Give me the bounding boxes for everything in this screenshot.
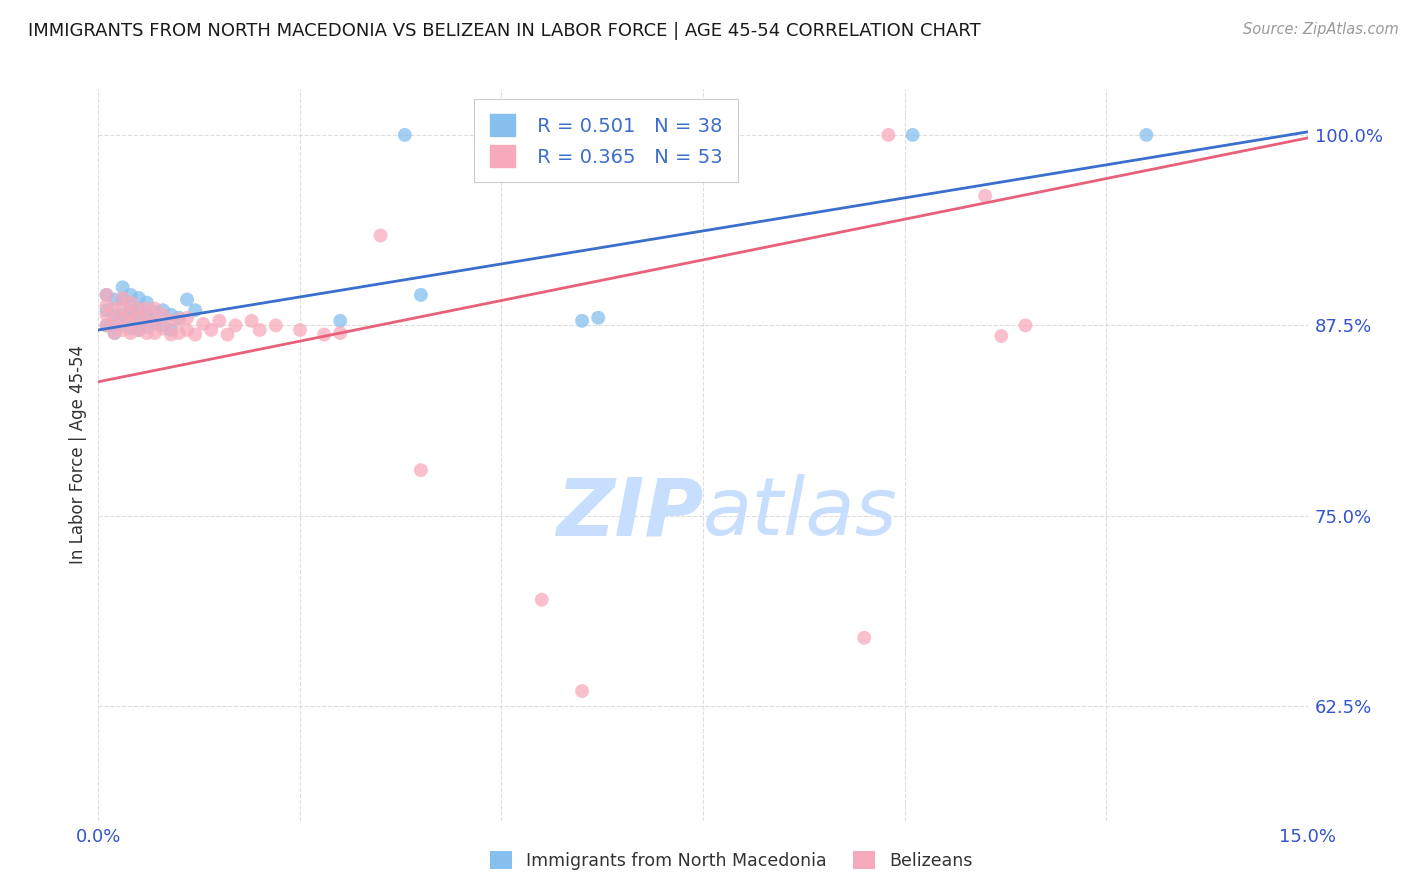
Point [329,314,352,328]
Point [409,463,432,477]
Point [120,295,142,310]
Point [120,310,142,325]
Point [530,592,553,607]
Point [135,320,157,334]
Point [193,317,215,331]
Point [160,314,183,328]
Point [143,317,166,331]
Point [143,326,166,340]
Point [120,326,142,340]
Point [394,128,416,142]
Point [176,293,198,307]
Point [329,326,352,340]
Point [111,291,134,305]
Text: atlas: atlas [703,475,898,552]
Point [240,314,263,328]
Point [160,308,183,322]
Point [128,323,150,337]
Point [208,314,231,328]
Point [128,323,150,337]
Point [103,326,125,340]
Point [96,303,118,318]
Point [152,303,174,318]
Point [167,310,190,325]
Point [152,308,174,322]
Point [571,684,593,698]
Text: IMMIGRANTS FROM NORTH MACEDONIA VS BELIZEAN IN LABOR FORCE | AGE 45-54 CORRELATI: IMMIGRANTS FROM NORTH MACEDONIA VS BELIZ… [28,22,981,40]
Point [409,288,432,302]
Point [200,323,222,337]
Point [143,304,166,318]
Point [128,301,150,316]
Point [314,327,336,342]
Point [120,288,142,302]
Point [249,323,271,337]
Point [120,300,142,314]
Point [288,323,311,337]
Point [160,323,183,337]
Point [111,312,134,326]
Point [135,326,157,340]
Point [120,315,142,329]
Point [103,308,125,322]
Text: Source: ZipAtlas.com: Source: ZipAtlas.com [1243,22,1399,37]
Point [103,326,125,340]
Point [96,318,118,333]
Point [128,301,150,316]
Point [120,306,142,320]
Point [1014,318,1036,333]
Point [143,314,166,328]
Point [586,310,609,325]
Point [152,321,174,335]
Legend:  R = 0.501   N = 38,  R = 0.365   N = 53: R = 0.501 N = 38, R = 0.365 N = 53 [474,99,738,182]
Point [111,308,134,322]
Point [571,314,593,328]
Point [111,280,134,294]
Point [901,128,924,142]
Y-axis label: In Labor Force | Age 45-54: In Labor Force | Age 45-54 [69,345,87,565]
Point [135,301,157,316]
Point [96,288,118,302]
Point [103,314,125,328]
Point [96,299,118,313]
Point [111,293,134,307]
Point [96,308,118,322]
Point [184,327,207,342]
Point [853,631,876,645]
Point [974,189,997,203]
Point [370,228,392,243]
Point [111,301,134,316]
Point [96,288,118,302]
Point [1135,128,1157,142]
Point [167,312,190,326]
Point [103,318,125,333]
Point [990,329,1012,343]
Point [176,310,198,325]
Point [128,291,150,305]
Point [877,128,900,142]
Point [128,314,150,328]
Point [160,327,183,342]
Point [103,301,125,316]
Point [184,303,207,318]
Point [111,318,134,333]
Point [103,293,125,307]
Point [264,318,287,333]
Point [135,295,157,310]
Point [128,310,150,325]
Point [135,308,157,322]
Point [167,326,190,340]
Point [224,318,246,333]
Legend: Immigrants from North Macedonia, Belizeans: Immigrants from North Macedonia, Belizea… [481,843,981,879]
Point [111,323,134,337]
Point [143,301,166,316]
Point [120,321,142,335]
Point [152,318,174,333]
Point [135,314,157,328]
Point [217,327,239,342]
Point [96,318,118,333]
Text: ZIP: ZIP [555,475,703,552]
Point [176,323,198,337]
